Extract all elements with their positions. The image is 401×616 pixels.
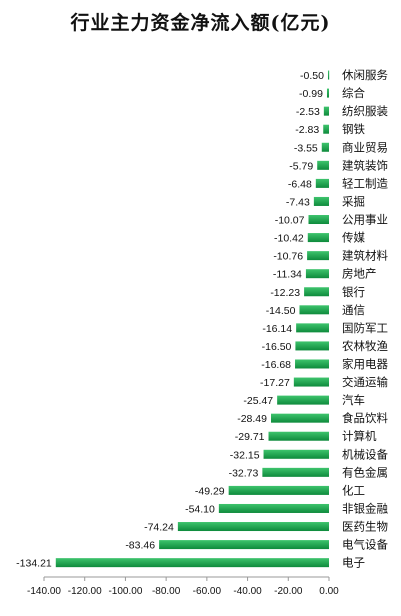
bar-化工	[228, 485, 329, 495]
category-label: 纺织服装	[342, 104, 388, 118]
category-label: 轻工制造	[342, 176, 388, 190]
category-label: 房地产	[342, 267, 377, 281]
category-label: 化工	[342, 483, 365, 497]
bar-电子	[55, 558, 329, 568]
bar-休闲服务	[327, 70, 330, 80]
bar-通信	[299, 305, 329, 315]
bar-综合	[326, 88, 329, 98]
category-label: 商业贸易	[342, 140, 388, 154]
category-label: 医药生物	[342, 520, 388, 534]
category-label: 银行	[342, 285, 365, 299]
value-label: -12.23	[270, 287, 300, 299]
category-label: 建筑材料	[342, 249, 388, 263]
x-tick-label: -140.00	[27, 586, 61, 597]
bar-建筑装饰	[317, 160, 329, 170]
bar-钢铁	[323, 124, 329, 134]
x-tick-label: 0.00	[319, 586, 339, 597]
bar-电气设备	[159, 540, 329, 550]
category-label: 传媒	[342, 231, 365, 245]
value-label: -5.79	[289, 160, 313, 172]
chart-title: 行业主力资金净流入额(亿元)	[70, 12, 331, 34]
value-label: -14.50	[266, 305, 296, 317]
value-label: -2.83	[295, 124, 319, 136]
value-label: -28.49	[237, 413, 267, 425]
value-label: -32.73	[229, 467, 259, 479]
category-label: 非银金融	[342, 501, 388, 515]
value-label: -10.07	[275, 215, 305, 227]
value-label: -134.21	[16, 558, 52, 570]
x-tick-label: -20.00	[274, 586, 303, 597]
category-label: 建筑装饰	[342, 158, 388, 172]
x-tick-label: -60.00	[193, 586, 222, 597]
value-label: -11.34	[273, 269, 302, 281]
bar-采掘	[313, 196, 329, 206]
bar-公用事业	[308, 215, 329, 225]
bar-农林牧渔	[295, 341, 329, 351]
value-label: -10.42	[274, 233, 304, 245]
bar-食品饮料	[271, 413, 329, 423]
x-tick-label: -80.00	[152, 586, 181, 597]
category-label: 有色金属	[342, 465, 388, 479]
value-label: -29.71	[235, 431, 265, 443]
category-label: 钢铁	[342, 122, 365, 136]
value-label: -16.50	[262, 341, 292, 353]
category-label: 家用电器	[342, 357, 388, 371]
bar-汽车	[277, 395, 329, 405]
category-label: 交通运输	[342, 375, 388, 389]
bar-家用电器	[295, 359, 329, 369]
bar-国防军工	[296, 323, 329, 333]
category-label: 电子	[342, 556, 365, 570]
bar-轻工制造	[315, 178, 329, 188]
value-label: -0.50	[300, 70, 324, 82]
category-label: 电气设备	[342, 538, 388, 552]
category-label: 通信	[342, 303, 365, 317]
bar-有色金属	[262, 467, 329, 477]
category-label: 食品饮料	[342, 411, 388, 425]
value-label: -25.47	[243, 395, 273, 407]
category-label: 采掘	[342, 194, 365, 208]
category-label: 农林牧渔	[342, 339, 388, 353]
category-label: 机械设备	[342, 447, 388, 461]
value-label: -2.53	[296, 106, 320, 118]
category-label: 公用事业	[342, 213, 388, 227]
value-label: -74.24	[144, 522, 174, 534]
bar-传媒	[307, 233, 329, 243]
bar-交通运输	[293, 377, 329, 387]
value-label: -32.15	[230, 449, 260, 461]
category-label: 休闲服务	[342, 68, 388, 82]
category-label: 汽车	[342, 393, 365, 407]
category-label: 国防军工	[342, 321, 388, 335]
value-label: -83.46	[125, 540, 155, 552]
value-label: -3.55	[294, 142, 318, 154]
x-tick-label: -100.00	[108, 586, 142, 597]
category-label: 计算机	[342, 429, 377, 443]
value-label: -10.76	[273, 251, 303, 263]
value-label: -0.99	[299, 88, 323, 100]
bar-医药生物	[177, 522, 329, 532]
value-label: -16.14	[262, 323, 292, 335]
x-tick-label: -40.00	[233, 586, 262, 597]
value-label: -54.10	[185, 503, 215, 515]
value-label: -7.43	[286, 196, 310, 208]
bar-非银金融	[218, 503, 329, 513]
bar-银行	[304, 287, 329, 297]
x-tick-label: -120.00	[68, 586, 102, 597]
bar-建筑材料	[307, 251, 329, 261]
category-label: 综合	[342, 86, 365, 100]
bar-纺织服装	[323, 106, 329, 116]
value-label: -17.27	[260, 377, 290, 389]
bar-商业贸易	[321, 142, 329, 152]
value-label: -49.29	[195, 485, 225, 497]
bar-计算机	[268, 431, 329, 441]
bar-房地产	[305, 269, 329, 279]
bar-机械设备	[263, 449, 329, 459]
value-label: -6.48	[288, 178, 312, 190]
value-label: -16.68	[261, 359, 291, 371]
